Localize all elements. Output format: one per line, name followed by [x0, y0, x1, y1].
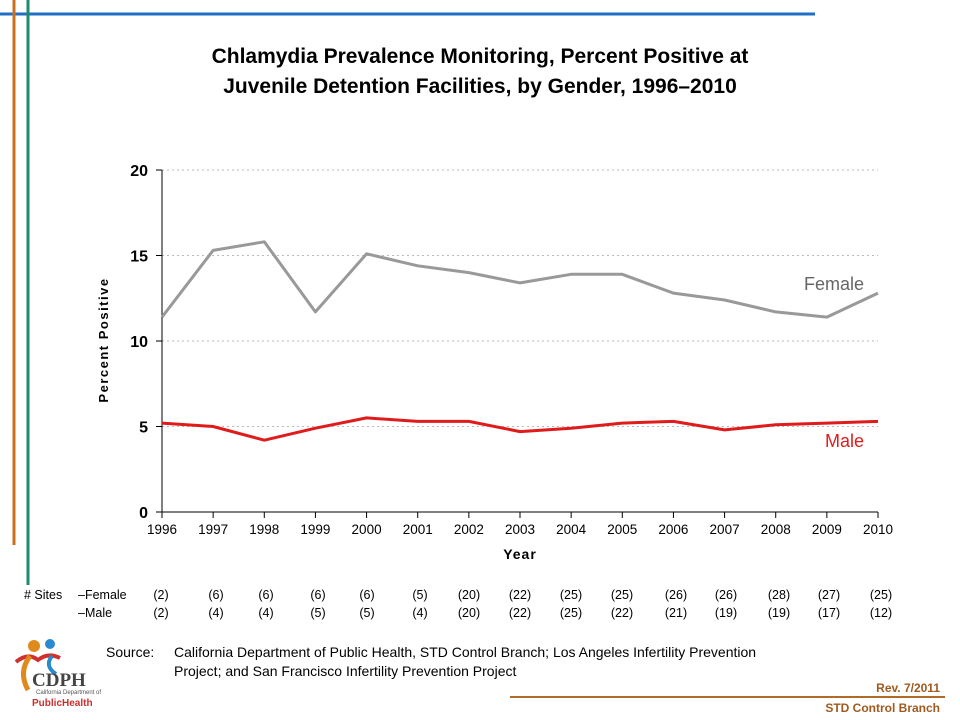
- sites-male-cell: (12): [869, 606, 893, 620]
- y-tick-label: 20: [130, 163, 148, 180]
- sites-female-cell: (5): [412, 588, 428, 602]
- chart-title-line2: Juvenile Detention Facilities, by Gender…: [223, 75, 737, 98]
- y-tick-label: 0: [139, 505, 148, 522]
- sites-female-cell: (6): [310, 588, 326, 602]
- sites-female-cell: (22): [508, 588, 532, 602]
- sites-label: # Sites: [24, 588, 63, 602]
- x-tick-label: 2008: [761, 522, 791, 537]
- sites-male-label: –Male: [78, 606, 113, 620]
- sites-male-cell: (4): [412, 606, 428, 620]
- sites-male-cell: (5): [359, 606, 375, 620]
- series-line-female: [160, 240, 879, 319]
- sites-female-cell: (6): [359, 588, 375, 602]
- logo-figure-body: [46, 654, 58, 676]
- source-label: Source:: [106, 644, 155, 660]
- sites-male-cell: (5): [310, 606, 326, 620]
- sites-male-cell: (19): [714, 606, 738, 620]
- chart-title: Chlamydia Prevalence Monitoring, Percent…: [120, 42, 840, 102]
- y-axis-label: Percent Positive: [96, 277, 111, 402]
- y-tick-label: 5: [139, 420, 148, 437]
- sites-female-cell: (6): [208, 588, 224, 602]
- sites-female-cell: (2): [153, 588, 169, 602]
- sites-female-cell: (26): [714, 588, 738, 602]
- sites-female-cell: (25): [559, 588, 583, 602]
- sites-male-cell: (22): [508, 606, 532, 620]
- series-line-male: [161, 416, 879, 442]
- x-tick-label: 2000: [352, 522, 382, 537]
- sites-female-cell: (6): [258, 588, 274, 602]
- x-tick-label: 1998: [249, 522, 279, 537]
- series-label-female: Female: [804, 274, 864, 294]
- sites-male-cell: (2): [153, 606, 169, 620]
- x-tick-label: 1997: [198, 522, 228, 537]
- series-label-male: Male: [825, 431, 864, 451]
- sites-female-cell: (20): [457, 588, 481, 602]
- x-tick-label: 1996: [147, 522, 177, 537]
- sites-female-cell: (25): [610, 588, 634, 602]
- x-axis-label: Year: [503, 546, 537, 562]
- x-tick-label: 2003: [505, 522, 535, 537]
- sites-female-cell: (26): [664, 588, 688, 602]
- cdph-logo: CDPH California Department of PublicHeal…: [8, 632, 108, 712]
- sites-male-cell: (22): [610, 606, 634, 620]
- logo-c-shape: [21, 654, 33, 692]
- sites-female-cell: (28): [767, 588, 791, 602]
- source-line1: California Department of Public Health, …: [174, 644, 757, 660]
- y-tick-label: 10: [130, 334, 148, 351]
- sites-male-cell: (25): [559, 606, 583, 620]
- sites-female-cell: (25): [869, 588, 893, 602]
- x-tick-label: 2007: [710, 522, 740, 537]
- y-tick-label: 15: [130, 249, 148, 266]
- cdph-logo-mark: [14, 639, 61, 692]
- sites-male-cell: (4): [208, 606, 224, 620]
- x-tick-label: 2006: [658, 522, 688, 537]
- logo-name: CDPH: [32, 670, 86, 691]
- sites-male-cell: (20): [457, 606, 481, 620]
- x-tick-label: 2001: [403, 522, 433, 537]
- logo-arms: [14, 653, 61, 664]
- x-tick-label: 2004: [556, 522, 587, 537]
- revision-date: Rev. 7/2011: [876, 681, 940, 695]
- x-tick-label: 2005: [607, 522, 637, 537]
- source-line2: Project; and San Francisco Infertility P…: [174, 663, 517, 679]
- sites-male-cell: (21): [664, 606, 688, 620]
- logo-figure-blue: [45, 639, 55, 649]
- logo-figure-orange: [28, 640, 40, 652]
- sites-female-cell: (27): [817, 588, 841, 602]
- source-note: Source: California Department of Public …: [106, 643, 906, 683]
- branch-name: STD Control Branch: [825, 701, 940, 715]
- x-tick-label: 1999: [300, 522, 330, 537]
- sites-male-cell: (4): [258, 606, 274, 620]
- sites-male-cell: (19): [767, 606, 791, 620]
- source-text: California Department of Public Health, …: [174, 643, 874, 681]
- sites-female-label: –Female: [78, 588, 127, 602]
- x-tick-label: 2002: [454, 522, 484, 537]
- logo-health: PublicHealth: [32, 698, 93, 709]
- x-tick-label: 2009: [812, 522, 842, 537]
- x-tick-label: 2010: [863, 522, 893, 537]
- sites-male-cell: (17): [817, 606, 841, 620]
- logo-sub: California Department of: [36, 690, 102, 696]
- chart-title-line1: Chlamydia Prevalence Monitoring, Percent…: [211, 45, 749, 68]
